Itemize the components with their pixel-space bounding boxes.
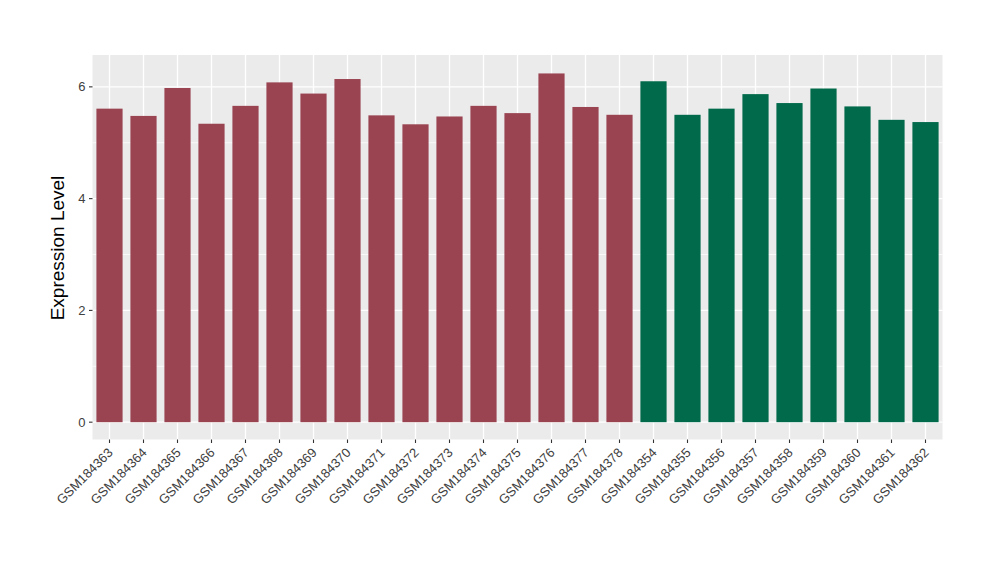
bar (674, 115, 700, 422)
bar (130, 116, 156, 422)
bar (708, 109, 734, 423)
bar (368, 115, 394, 422)
y-tick-label: 6 (78, 79, 85, 94)
bar (538, 73, 564, 422)
plot-panel (93, 55, 943, 440)
bar (300, 94, 326, 423)
bar (742, 94, 768, 422)
y-axis-title: Expression Level (47, 176, 68, 321)
y-tick-label: 2 (78, 303, 85, 318)
y-tick-label: 0 (78, 415, 85, 430)
bar (844, 106, 870, 422)
bar (266, 82, 292, 422)
bar (164, 88, 190, 422)
bar (436, 116, 462, 422)
bar (810, 89, 836, 423)
bar (470, 106, 496, 422)
bar (878, 120, 904, 422)
bar (402, 124, 428, 422)
y-tick-label: 4 (78, 191, 85, 206)
bar (776, 103, 802, 422)
bar (96, 109, 122, 423)
bar (198, 124, 224, 422)
bar (606, 115, 632, 422)
bar (232, 106, 258, 422)
chart-canvas: 0246GSM184363GSM184364GSM184365GSM184366… (0, 0, 1000, 580)
bar (912, 122, 938, 422)
bar (334, 79, 360, 422)
expression-bar-chart: 0246GSM184363GSM184364GSM184365GSM184366… (0, 0, 1000, 580)
bar (640, 81, 666, 422)
bar (504, 113, 530, 422)
bar (572, 107, 598, 422)
